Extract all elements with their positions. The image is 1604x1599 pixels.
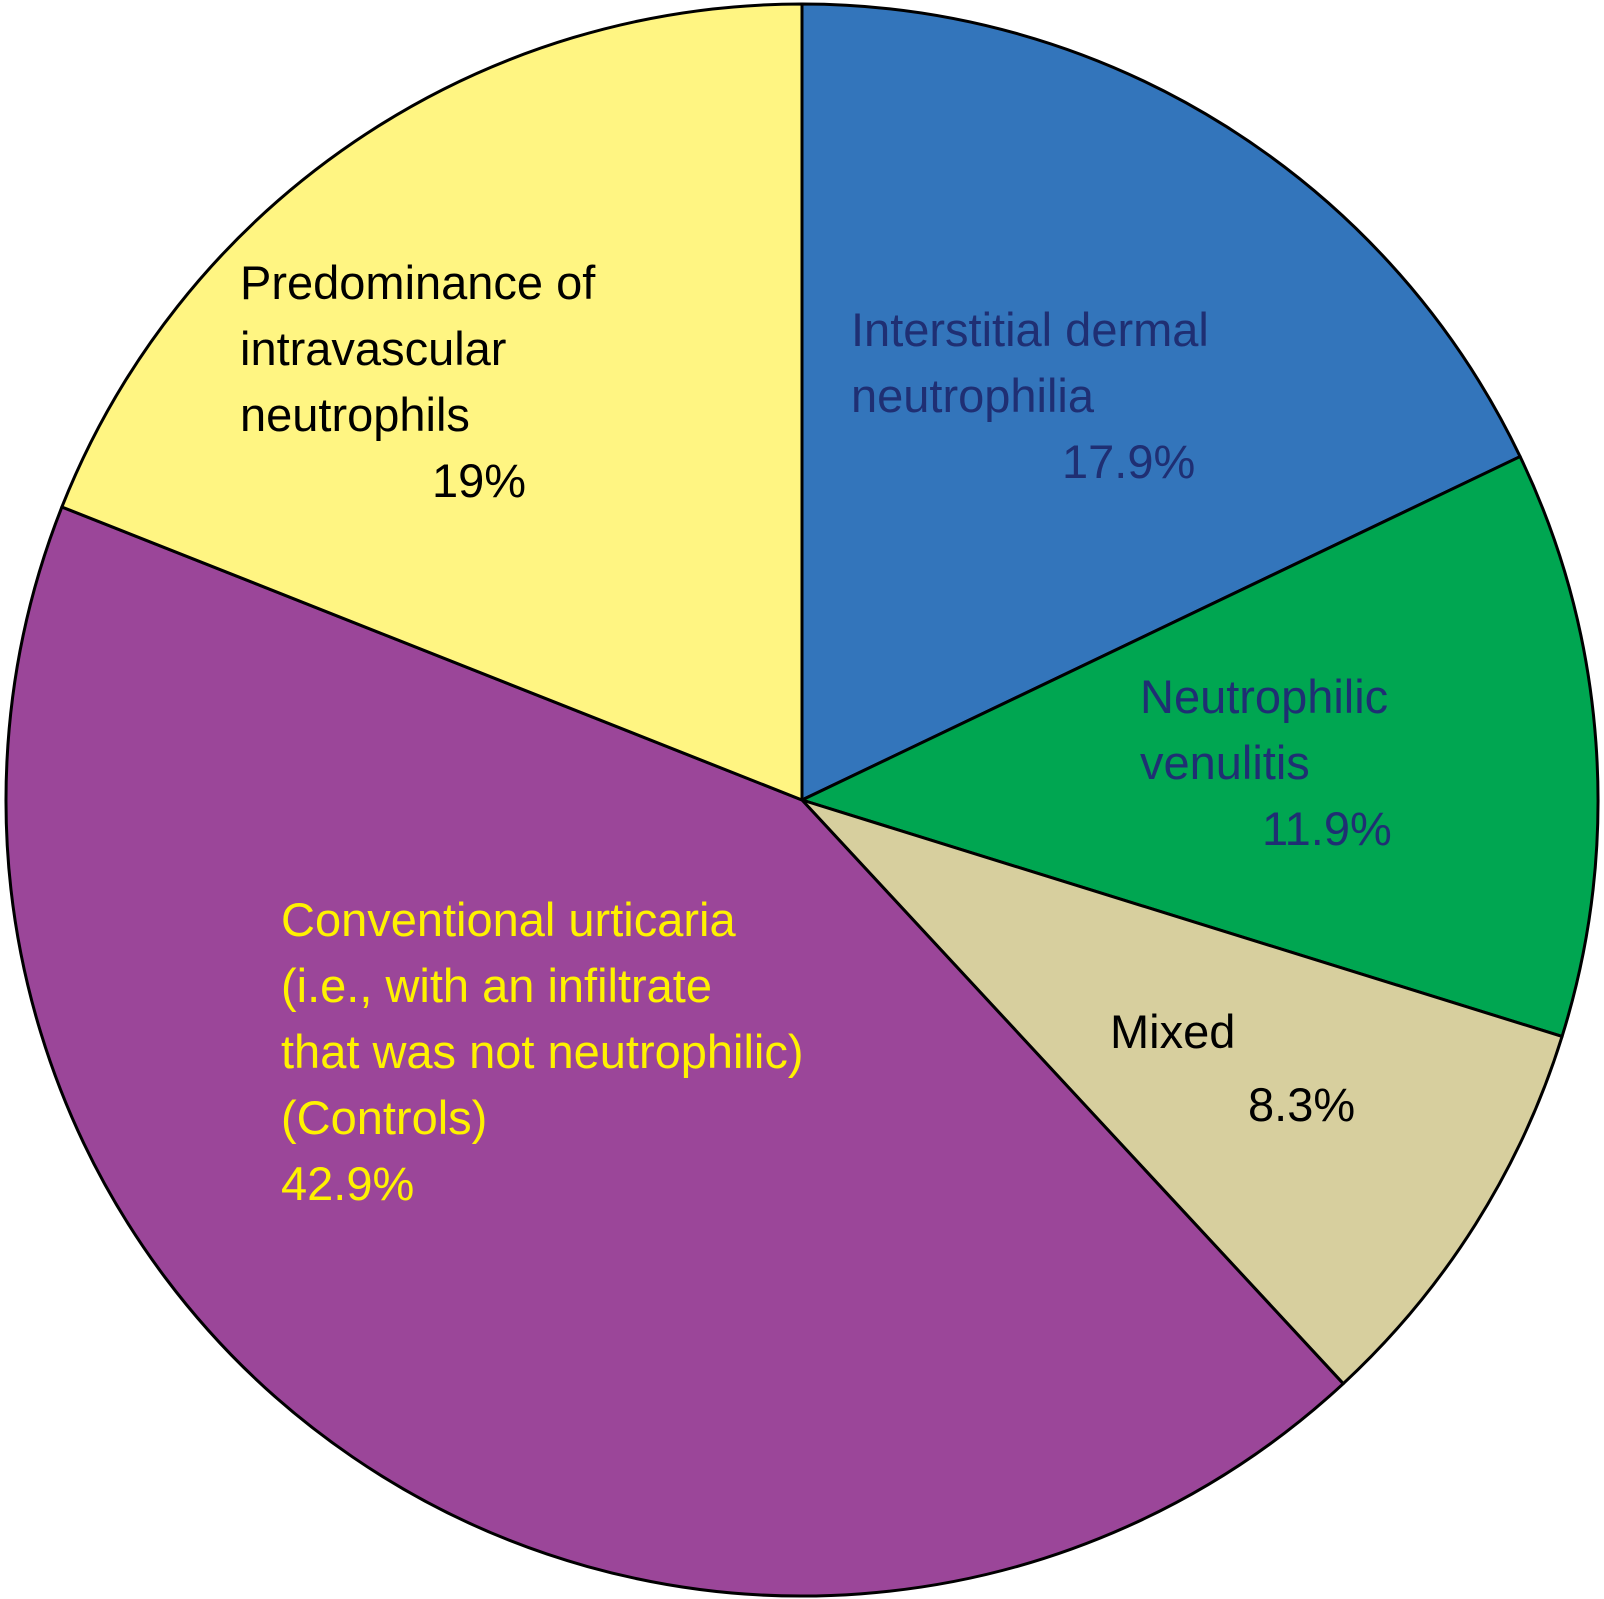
slice-label-line: (i.e., with an infiltrate [281, 959, 712, 1012]
slice-label-line: neutrophilia [851, 369, 1095, 422]
slice-value-label: 42.9% [281, 1157, 414, 1210]
slice-value-label: 17.9% [1062, 435, 1195, 488]
pie-slice-neutrophilic-venulitis [800, 455, 1600, 1038]
pie-slices [4, 2, 1600, 1598]
slice-label-line: Mixed [1110, 1005, 1235, 1058]
pie-slice-conventional-urticaria [4, 505, 1345, 1598]
slice-label-line: Conventional urticaria [281, 893, 736, 946]
slice-label-intravascular-neutrophils: Predominance of intravascular neutrophils 1… [240, 256, 596, 507]
slice-label-interstitial-dermal-neutrophilia: Interstitial dermal neutrophilia 17.9% [851, 303, 1209, 488]
slice-label-line: Neutrophilic [1140, 670, 1388, 723]
pie-slice-mixed [800, 798, 1564, 1386]
slice-label-line: venulitis [1140, 736, 1310, 789]
slice-label-conventional-urticaria: Conventional urticaria (i.e., with an inf… [281, 893, 804, 1210]
pie-slice-intravascular-neutrophils [60, 2, 804, 802]
slice-label-line: Predominance of [240, 256, 596, 309]
slice-value-label: 11.9% [1262, 802, 1392, 855]
pie-labels: Interstitial dermal neutrophilia 17.9% Neut… [240, 256, 1392, 1210]
slice-label-line: Interstitial dermal [851, 303, 1209, 356]
slice-label-line: that was not neutrophilic) [281, 1025, 804, 1078]
slice-value-label: 8.3% [1248, 1078, 1355, 1131]
slice-value-label: 19% [432, 454, 526, 507]
slice-label-line: (Controls) [281, 1091, 487, 1144]
slice-label-line: intravascular [240, 322, 506, 375]
slice-label-line: neutrophils [240, 388, 470, 441]
pie-slice-interstitial-dermal-neutrophilia [800, 2, 1522, 802]
slice-label-neutrophilic-venulitis: Neutrophilic venulitis 11.9% [1140, 670, 1392, 855]
